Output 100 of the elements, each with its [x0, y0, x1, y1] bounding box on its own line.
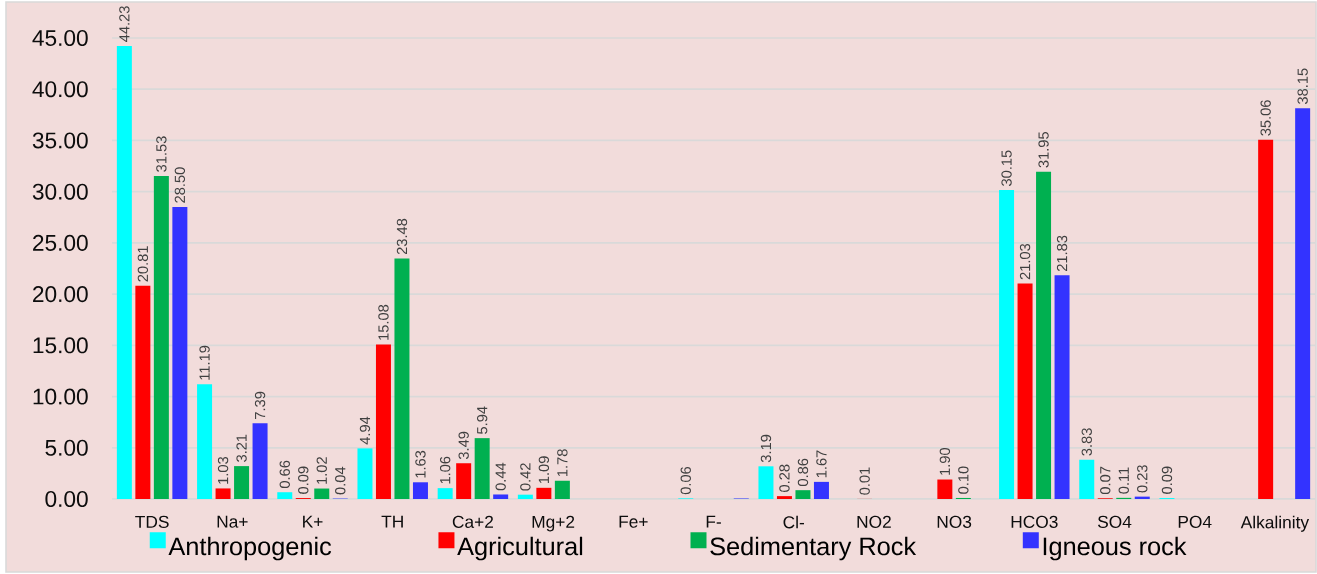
legend-label: Agricultural — [457, 536, 583, 561]
data-label: 4.94 — [359, 416, 371, 445]
bar — [999, 190, 1015, 499]
bar — [215, 488, 231, 499]
data-label: 21.83 — [1056, 235, 1068, 272]
data-label: 20.81 — [137, 246, 149, 282]
bar — [277, 492, 293, 499]
data-label: 0.06 — [680, 466, 691, 495]
bar — [813, 481, 829, 499]
data-label: 3.83 — [1081, 428, 1092, 456]
data-label: 3.19 — [760, 434, 772, 463]
y-tick-label: 40.00 — [32, 81, 88, 98]
bar — [1295, 108, 1311, 499]
bar — [1258, 139, 1274, 499]
bar — [314, 488, 330, 499]
bar — [937, 479, 953, 499]
data-label: 0.10 — [958, 466, 969, 494]
bar — [536, 487, 552, 499]
y-tick-label: 30.00 — [32, 183, 88, 200]
data-label: 1.78 — [557, 449, 568, 477]
bar — [394, 258, 410, 499]
bar — [758, 466, 774, 499]
bar — [554, 480, 570, 499]
bar — [517, 494, 533, 499]
data-label: 1.09 — [538, 456, 550, 484]
data-label: 5.94 — [476, 406, 488, 434]
bar — [252, 423, 268, 499]
data-label: 0.86 — [797, 458, 809, 487]
x-tick-label: NO2 — [857, 515, 891, 528]
data-label: 1.90 — [939, 447, 951, 475]
legend-label: Anthropogenic — [168, 536, 332, 561]
bar — [776, 496, 792, 499]
x-tick-label: Ca+2 — [452, 515, 493, 528]
data-label: 15.08 — [378, 304, 389, 340]
bar — [375, 344, 391, 499]
bar — [1017, 283, 1033, 499]
data-label: 1.06 — [439, 456, 451, 484]
bar — [116, 45, 132, 499]
y-tick-label: 10.00 — [33, 388, 88, 405]
legend-label: Igneous rock — [1043, 536, 1187, 561]
x-tick-label: Alkalinity — [1240, 515, 1310, 532]
bar — [135, 285, 151, 499]
bar — [1036, 171, 1052, 499]
data-label: 0.04 — [335, 466, 346, 495]
data-label: 1.67 — [816, 450, 827, 478]
bar — [437, 488, 453, 499]
data-label: 3.21 — [236, 434, 247, 462]
data-label: 7.39 — [254, 391, 266, 419]
data-label: 0.42 — [520, 463, 531, 491]
x-tick-label: F- — [706, 515, 721, 528]
x-tick-label: TH — [381, 515, 403, 528]
data-label: 0.23 — [1137, 465, 1148, 493]
data-label: 1.63 — [415, 450, 426, 478]
bar — [153, 175, 169, 499]
y-tick-label: 35.00 — [32, 132, 88, 149]
bar — [357, 448, 373, 499]
x-tick-label: PO4 — [1178, 515, 1212, 528]
data-label: 0.44 — [495, 462, 506, 491]
bar — [197, 384, 213, 499]
x-tick-label: TDS — [135, 515, 169, 528]
bar — [795, 490, 811, 499]
x-tick-label: Mg+2 — [532, 515, 575, 532]
data-label: 38.15 — [1297, 68, 1308, 104]
data-label: 28.50 — [174, 167, 186, 203]
y-tick-label: 25.00 — [33, 234, 88, 251]
bar — [493, 494, 509, 499]
y-tick-label: 20.00 — [33, 286, 88, 303]
x-tick-label: Na+ — [217, 515, 248, 528]
y-tick-label: 0.00 — [45, 490, 88, 508]
data-label: 0.66 — [279, 460, 290, 489]
data-label: 31.53 — [156, 136, 167, 172]
data-label: 1.02 — [316, 457, 327, 484]
data-label: 0.09 — [1161, 466, 1173, 494]
data-label: 30.15 — [1001, 150, 1012, 186]
data-label: 31.95 — [1038, 132, 1049, 168]
data-label: 0.01 — [859, 467, 870, 495]
bar — [474, 438, 490, 499]
data-label: 0.11 — [1118, 467, 1129, 494]
bar — [1054, 275, 1070, 499]
data-label: 0.09 — [298, 466, 309, 494]
data-label: 23.48 — [396, 218, 408, 255]
x-tick-label: Cl- — [783, 515, 804, 529]
x-tick-label: Fe+ — [619, 515, 648, 528]
bar — [172, 207, 188, 499]
bar — [456, 463, 472, 499]
x-tick-label: SO4 — [1097, 515, 1132, 528]
legend-label: Sedimentary Rock — [710, 536, 917, 561]
bar — [412, 482, 428, 499]
bar — [234, 466, 250, 499]
y-tick-label: 5.00 — [45, 439, 88, 456]
data-label: 21.03 — [1019, 243, 1031, 280]
data-label: 0.07 — [1100, 466, 1111, 495]
y-tick-label: 45.00 — [32, 29, 88, 47]
data-label: 11.19 — [199, 345, 210, 380]
data-label: 3.49 — [458, 431, 469, 460]
data-label: 35.06 — [1260, 100, 1271, 136]
x-tick-label: NO3 — [937, 515, 972, 528]
data-label: 0.28 — [779, 464, 790, 492]
x-tick-label: K+ — [303, 515, 323, 528]
data-label: 1.03 — [217, 456, 229, 484]
